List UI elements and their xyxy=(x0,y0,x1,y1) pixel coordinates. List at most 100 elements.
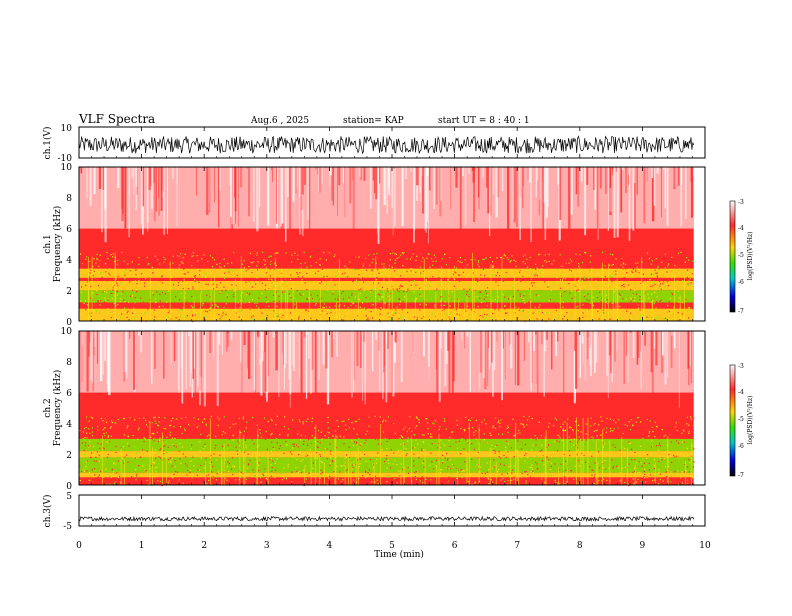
speckle xyxy=(244,302,245,303)
speckle xyxy=(658,266,659,267)
speckle xyxy=(93,308,94,309)
speckle xyxy=(525,263,526,264)
speckle xyxy=(178,443,179,444)
speckle xyxy=(182,308,183,309)
speckle xyxy=(268,279,269,280)
speckle xyxy=(206,458,207,459)
speckle xyxy=(298,467,299,468)
speckle xyxy=(178,456,179,457)
speckle xyxy=(557,435,558,436)
speckle xyxy=(215,259,216,260)
speckle xyxy=(99,455,100,456)
speckle xyxy=(271,282,272,283)
speckle xyxy=(163,280,164,281)
speckle xyxy=(165,293,166,294)
speckle xyxy=(639,296,640,297)
speckle xyxy=(80,480,81,481)
speckle xyxy=(320,442,321,443)
speckle xyxy=(172,438,173,439)
speckle xyxy=(578,319,579,320)
speckle xyxy=(83,426,84,427)
speckle xyxy=(417,469,418,470)
speckle xyxy=(690,416,691,417)
speckle xyxy=(303,444,304,445)
speckle xyxy=(136,468,137,469)
speckle xyxy=(503,258,504,259)
speckle xyxy=(476,435,477,436)
speckle xyxy=(504,308,505,309)
speckle xyxy=(455,258,456,259)
speckle xyxy=(589,446,590,447)
speckle xyxy=(541,310,542,311)
streak xyxy=(644,167,646,223)
streak xyxy=(647,167,648,181)
speckle xyxy=(444,483,445,484)
speckle xyxy=(426,418,427,419)
streak xyxy=(90,331,91,342)
speckle xyxy=(263,259,264,260)
speckle xyxy=(480,274,481,275)
speckle xyxy=(499,456,500,457)
speckle xyxy=(446,467,447,468)
speckle xyxy=(275,253,276,254)
speckle xyxy=(610,428,611,429)
frequency-band xyxy=(79,290,694,302)
speckle xyxy=(432,276,433,277)
speckle xyxy=(296,272,297,273)
speckle xyxy=(275,424,276,425)
speckle xyxy=(658,318,659,319)
speckle xyxy=(390,253,391,254)
speckle xyxy=(121,293,122,294)
speckle xyxy=(122,441,123,442)
speckle xyxy=(636,469,637,470)
speckle xyxy=(131,275,132,276)
streak xyxy=(487,331,488,386)
speckle xyxy=(478,262,479,263)
speckle xyxy=(460,469,461,470)
speckle xyxy=(159,417,160,418)
speckle xyxy=(225,432,226,433)
speckle xyxy=(651,437,652,438)
speckle xyxy=(246,294,247,295)
streak xyxy=(94,331,96,347)
speckle xyxy=(395,253,396,254)
speckle xyxy=(693,466,694,467)
speckle xyxy=(332,451,333,452)
streak xyxy=(616,167,618,172)
speckle xyxy=(476,296,477,297)
speckle xyxy=(249,455,250,456)
speckle xyxy=(216,476,217,477)
speckle xyxy=(99,312,100,313)
speckle xyxy=(667,271,668,272)
speckle xyxy=(319,454,320,455)
speckle xyxy=(338,451,339,452)
speckle xyxy=(488,302,489,303)
speckle xyxy=(664,253,665,254)
speckle xyxy=(248,425,249,426)
ch2-spectrogram-panel: 10 8 6 4 2 0 ch.2 Frequency (kHz) -3 -4 … xyxy=(43,327,754,492)
speckle xyxy=(272,444,273,445)
impulse xyxy=(200,293,201,321)
speckle xyxy=(173,256,174,257)
speckle xyxy=(83,438,84,439)
speckle xyxy=(143,437,144,438)
speckle xyxy=(434,255,435,256)
speckle xyxy=(252,439,253,440)
speckle xyxy=(569,458,570,459)
speckle xyxy=(498,422,499,423)
speckle xyxy=(347,268,348,269)
speckle xyxy=(465,439,466,440)
speckle xyxy=(183,269,184,270)
speckle xyxy=(672,275,673,276)
speckle xyxy=(216,317,217,318)
speckle xyxy=(476,478,477,479)
impulse xyxy=(560,291,561,321)
speckle xyxy=(459,281,460,282)
speckle xyxy=(506,441,507,442)
speckle xyxy=(565,430,566,431)
speckle xyxy=(486,293,487,294)
streak xyxy=(388,167,390,195)
speckle xyxy=(610,273,611,274)
speckle xyxy=(279,312,280,313)
speckle xyxy=(377,269,378,270)
